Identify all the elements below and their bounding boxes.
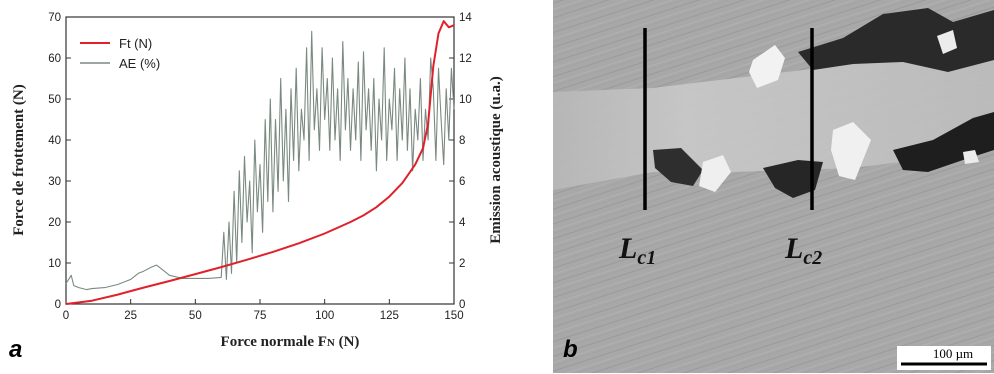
scratch-track-micrograph: Lc1 Lc2 100 µm <box>553 0 994 373</box>
y-left-tick-label-5: 50 <box>48 94 61 106</box>
y-right-tick-label-5: 10 <box>459 94 472 106</box>
y-right-tick-label-0: 0 <box>459 299 465 311</box>
legend-label-0: Ft (N) <box>119 36 152 51</box>
x-tick-label-6: 150 <box>444 310 463 322</box>
y-axis-left-title: Force de frottement (N) <box>11 84 27 235</box>
x-tick-label-1: 25 <box>124 310 137 322</box>
x-tick-label-5: 125 <box>380 310 399 322</box>
y-right-tick-label-3: 6 <box>459 176 465 188</box>
x-tick-label-2: 50 <box>189 310 202 322</box>
x-tick-label-3: 75 <box>254 310 267 322</box>
y-right-tick-label-2: 4 <box>459 217 466 229</box>
spalling-region-upper <box>798 8 994 72</box>
flake-3 <box>831 122 871 180</box>
lc1-label: Lc1 <box>618 232 656 269</box>
x-tick-label-0: 0 <box>63 310 69 322</box>
flake-4 <box>937 30 957 54</box>
y-left-tick-label-3: 30 <box>48 176 61 188</box>
micrograph-panel: Lc1 Lc2 100 µm b <box>553 0 994 373</box>
legend-label-1: AE (%) <box>119 56 160 71</box>
flake-5 <box>963 150 979 164</box>
y-right-tick-label-1: 2 <box>459 258 465 270</box>
x-tick-label-4: 100 <box>315 310 334 322</box>
panel-letter-a: a <box>9 336 23 363</box>
y-right-tick-label-6: 12 <box>459 53 472 65</box>
x-axis-title: Force normale FN (N) <box>221 334 360 350</box>
y-left-tick-label-4: 40 <box>48 135 61 147</box>
lc2-label: Lc2 <box>784 232 822 269</box>
series-line-0 <box>65 20 455 305</box>
series-line-1 <box>65 30 455 291</box>
flake-2 <box>699 155 731 192</box>
y-left-tick-label-0: 0 <box>55 299 61 311</box>
spalling-region-lower <box>763 160 823 198</box>
friction-chart-panel: 0 25 50 75 100 125 150 0 10 20 30 40 50 60 70 0 2 4 6 8 10 12… <box>9 12 504 363</box>
panel-letter-b: b <box>563 336 578 363</box>
friction-chart: 0 25 50 75 100 125 150010203040506070024681012… <box>11 12 504 350</box>
y-right-tick-label-4: 8 <box>459 135 465 147</box>
y-left-tick-label-1: 10 <box>48 258 61 270</box>
scale-bar-background <box>897 346 991 370</box>
y-left-tick-label-6: 60 <box>48 53 61 65</box>
y-right-tick-label-7: 14 <box>459 12 472 24</box>
y-axis-right-title: Emission acoustique (u.a.) <box>488 76 504 244</box>
flake-1 <box>749 45 785 88</box>
y-left-tick-label-2: 20 <box>48 217 61 229</box>
y-left-tick-label-7: 70 <box>48 12 61 24</box>
scale-bar-label: 100 µm <box>933 346 973 361</box>
spalling-region-left <box>653 148 703 186</box>
